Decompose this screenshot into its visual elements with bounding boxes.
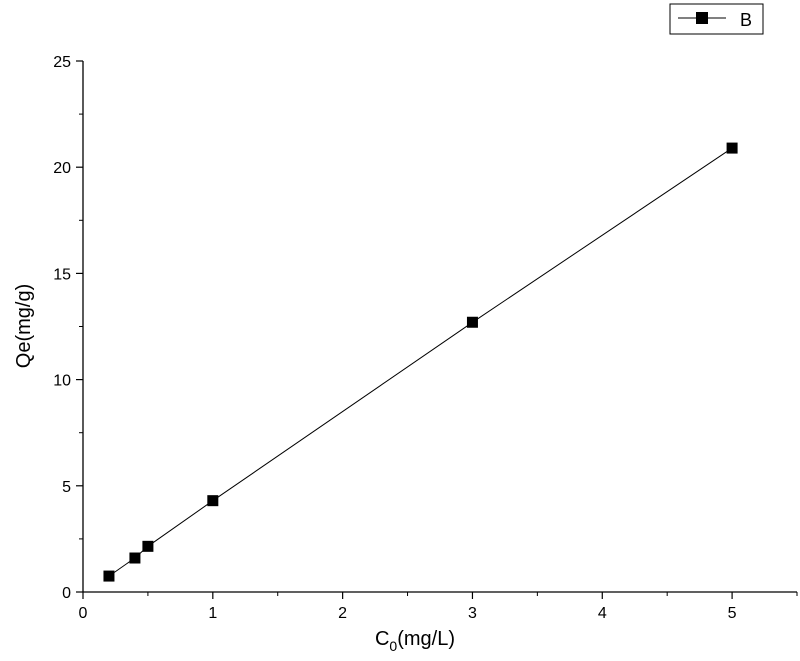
data-point [103, 570, 115, 582]
x-axis-title-main: C [375, 628, 389, 650]
x-axis-title-sub: 0 [389, 638, 397, 654]
ticks [76, 60, 798, 599]
x-tick-label: 4 [598, 605, 607, 622]
data-point [726, 142, 738, 154]
series-layer [103, 142, 738, 582]
series-line [108, 147, 733, 577]
legend-marker [696, 12, 708, 24]
y-tick-label: 10 [53, 373, 71, 390]
data-point [207, 495, 219, 507]
y-tick-label: 5 [62, 479, 71, 496]
y-tick-label: 0 [62, 585, 71, 602]
data-point [129, 552, 141, 564]
tick-labels: 0 1 2 3 4 5 0 5 10 15 20 25 [53, 54, 736, 622]
data-point [142, 540, 154, 552]
x-tick-label: 0 [79, 605, 88, 622]
legend-box [669, 3, 764, 35]
y-tick-label: 25 [53, 54, 71, 71]
y-tick-label: 15 [53, 266, 71, 283]
y-tick-label: 20 [53, 160, 71, 177]
x-tick-label: 1 [208, 605, 217, 622]
x-axis-title-rest: (mg/L) [397, 628, 455, 650]
axes [82, 61, 797, 593]
y-axis-title: Qe(mg/g) [13, 284, 35, 368]
x-tick-label: 2 [338, 605, 347, 622]
legend-label: B [740, 10, 752, 30]
data-point [466, 316, 478, 328]
x-tick-label: 3 [468, 605, 477, 622]
legend: B [669, 3, 764, 35]
x-tick-label: 5 [728, 605, 737, 622]
x-axis-title: C0(mg/L) [375, 628, 455, 654]
